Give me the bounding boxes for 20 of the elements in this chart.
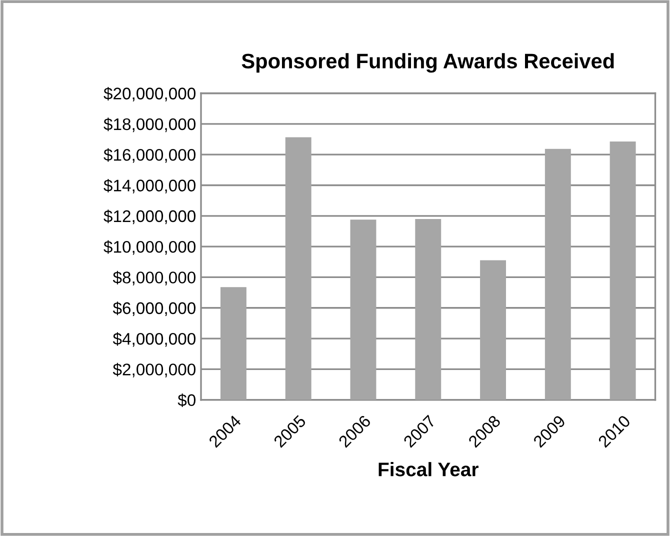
y-tick-label: $14,000,000 [104, 178, 196, 194]
y-tick-label: $10,000,000 [104, 240, 196, 255]
bar [415, 218, 442, 400]
x-axis-title: Fiscal Year [378, 462, 478, 476]
y-tick-label: $4,000,000 [112, 332, 196, 347]
bar [544, 148, 571, 400]
bar [480, 260, 506, 400]
y-tick-label: $16,000,000 [104, 148, 196, 163]
bar [220, 287, 246, 400]
y-tick-label: $0 [178, 394, 196, 408]
bar [350, 220, 376, 400]
bar [610, 142, 636, 400]
chart-title: Sponsored Funding Awards Received [242, 53, 614, 73]
y-tick-label: $8,000,000 [112, 270, 196, 286]
y-tick-label: $12,000,000 [104, 210, 196, 224]
y-tick-label: $2,000,000 [112, 362, 196, 378]
y-tick-label: $18,000,000 [104, 118, 196, 132]
y-tick-label: $20,000,000 [104, 86, 196, 102]
bar [285, 137, 312, 400]
y-tick-label: $6,000,000 [112, 302, 196, 316]
